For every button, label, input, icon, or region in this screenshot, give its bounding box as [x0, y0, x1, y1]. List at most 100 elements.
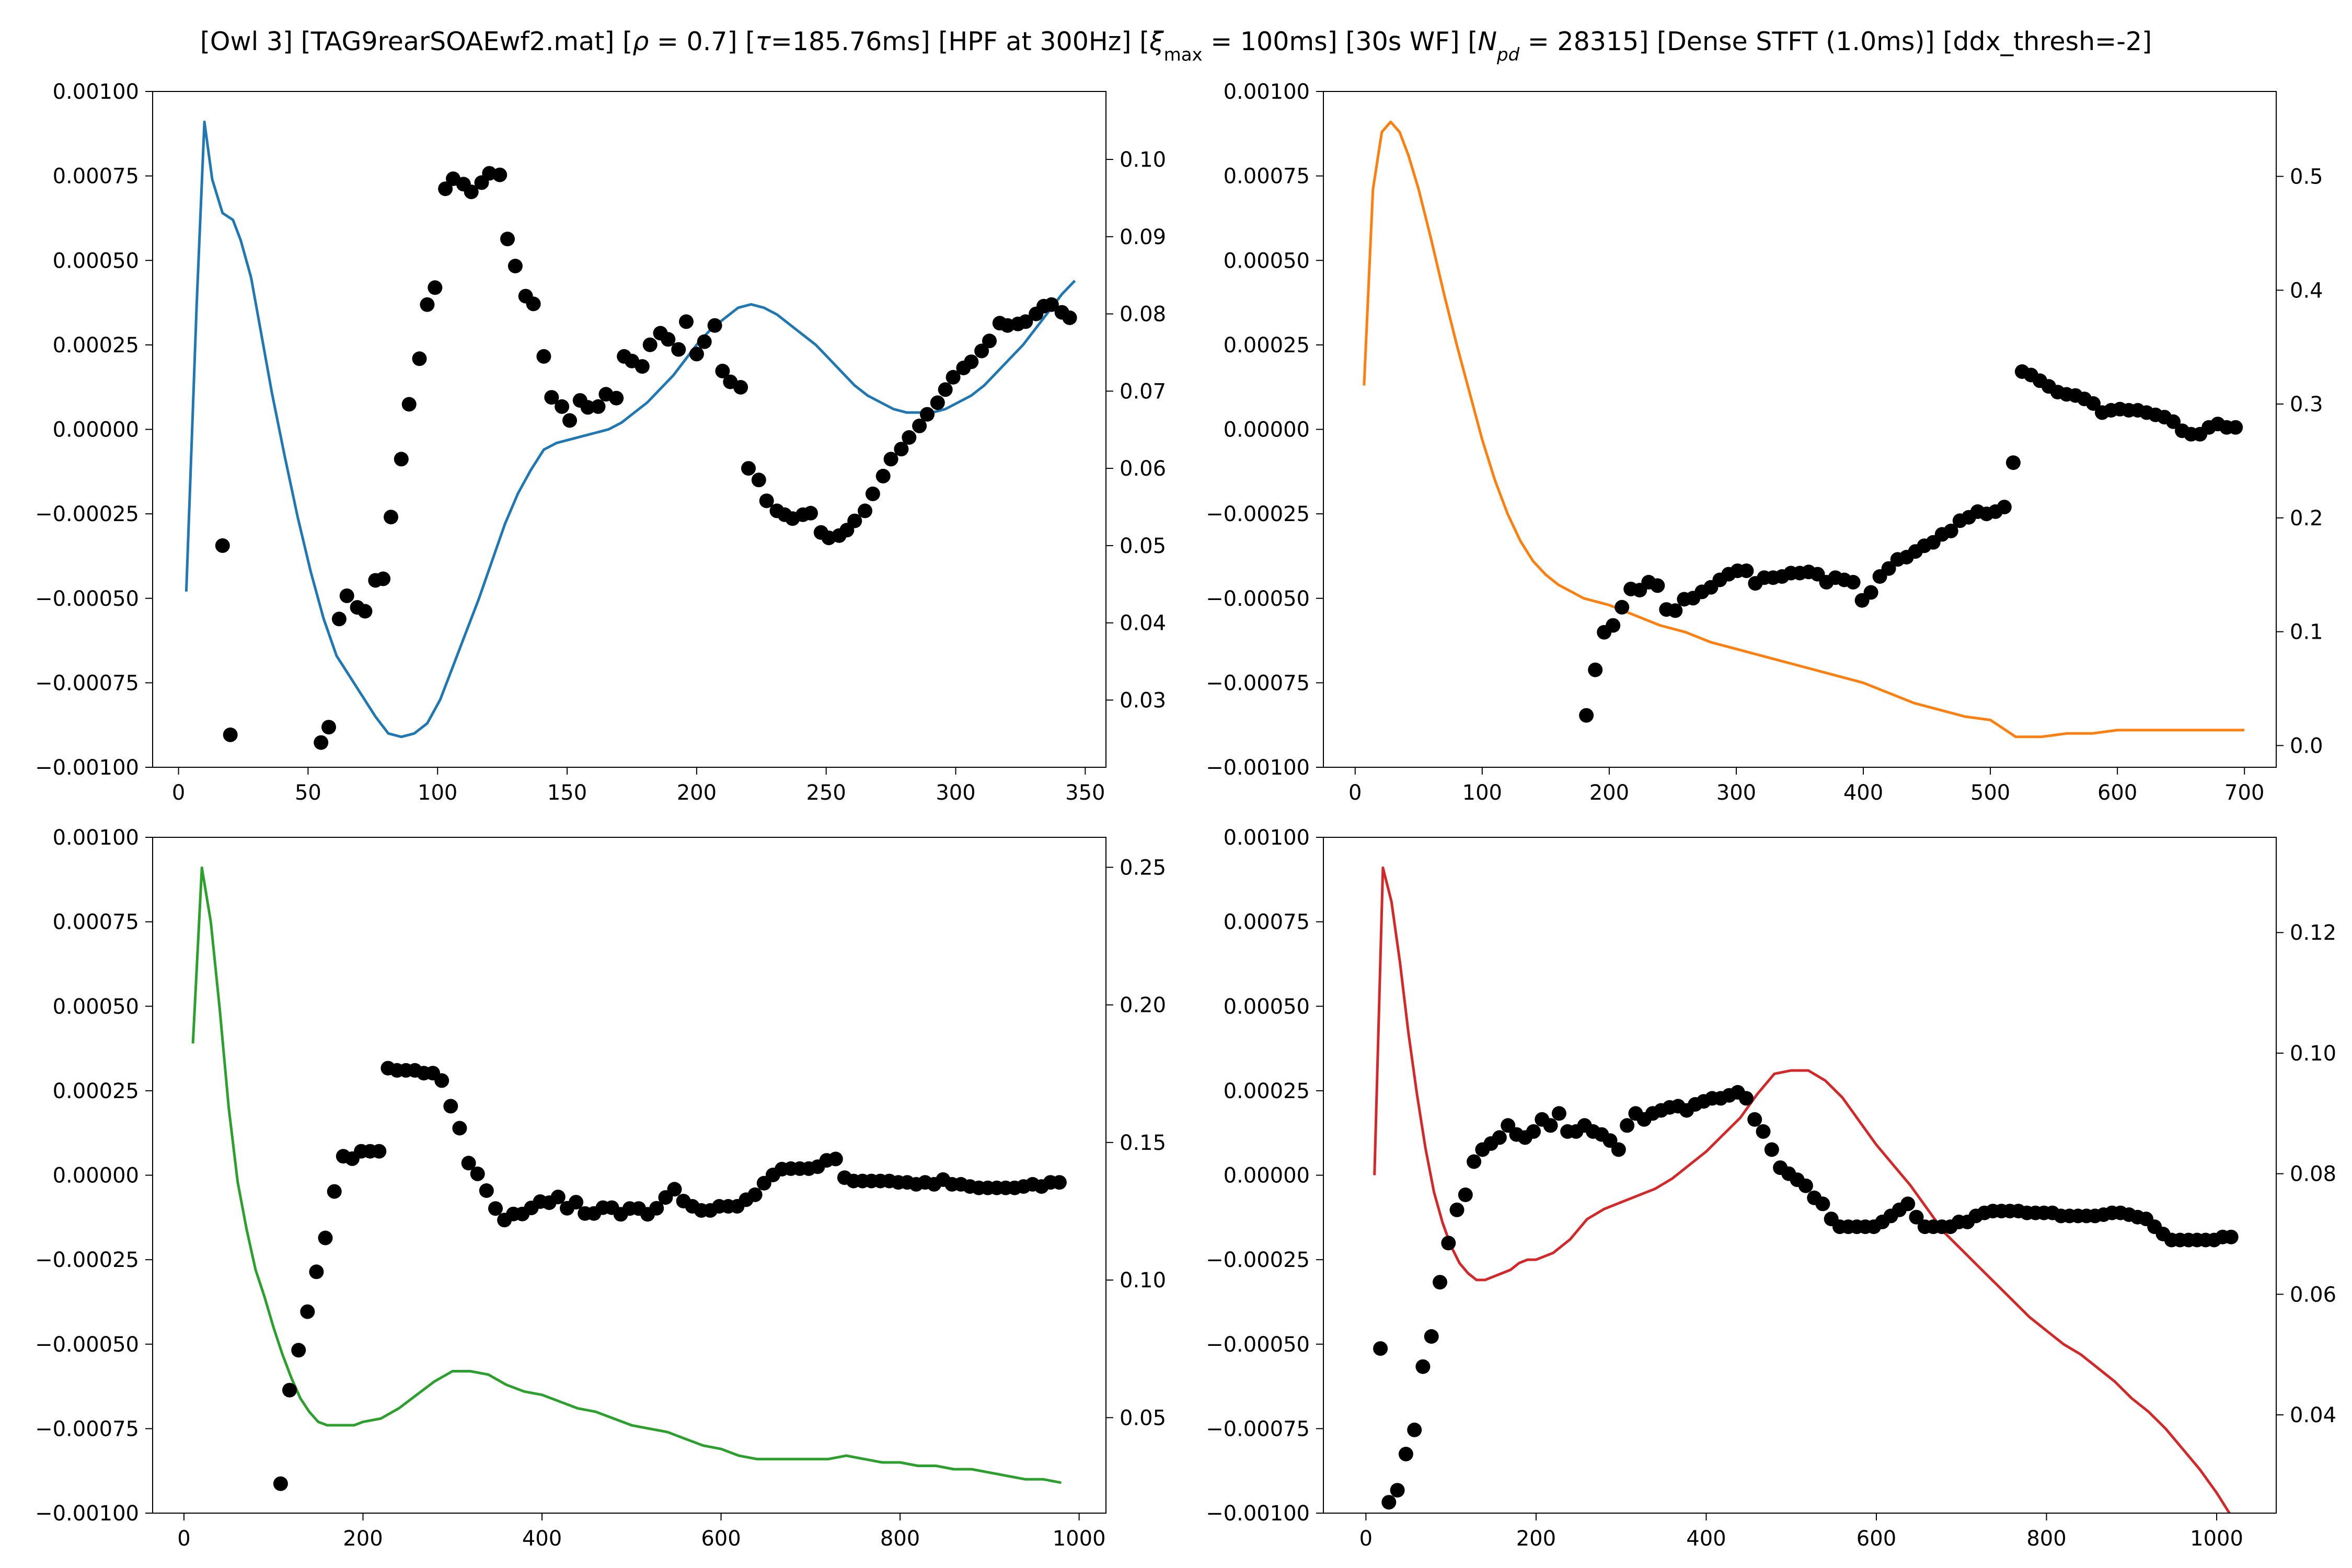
scatter-point — [679, 314, 694, 329]
y-tick-label: −0.00025 — [1206, 502, 1310, 526]
x-tick-label: 1000 — [2190, 1527, 2243, 1551]
scatter-point — [1909, 1209, 1924, 1225]
y-tick-label: 0.00025 — [53, 1079, 139, 1103]
scatter-point — [401, 397, 417, 412]
scatter-point — [847, 513, 862, 528]
scatter-point — [1373, 1341, 1388, 1356]
y-tick-label: −0.00100 — [1206, 1502, 1310, 1526]
y2-tick-label: 0.06 — [2290, 1283, 2336, 1307]
scatter-point — [1606, 618, 1621, 633]
scatter-point — [946, 370, 961, 385]
scatter-point — [1543, 1118, 1558, 1133]
y2-tick-label: 0.04 — [2290, 1403, 2336, 1427]
y-tick-label: −0.00050 — [1206, 587, 1310, 611]
y-tick-label: 0.00075 — [1224, 910, 1310, 935]
y-tick-label: 0.00000 — [1224, 418, 1310, 442]
scatter-point — [1018, 314, 1033, 329]
scatter-point — [697, 334, 712, 349]
y-tick-label: −0.00075 — [1206, 671, 1310, 695]
y-tick-label: 0.00025 — [53, 333, 139, 358]
scatter-point — [443, 1099, 458, 1114]
y2-tick-label: 0.09 — [1120, 225, 1166, 249]
x-tick-label: 150 — [547, 781, 587, 805]
scatter-point — [920, 407, 935, 422]
scatter-point — [372, 1144, 387, 1159]
scatter-point — [318, 1230, 333, 1246]
y-tick-label: 0.00050 — [1224, 249, 1310, 273]
scatter-point — [2166, 414, 2181, 429]
scatter-point — [1390, 1483, 1405, 1498]
y-tick-label: 0.00050 — [53, 249, 139, 273]
scatter-point — [1747, 1112, 1762, 1127]
scatter-point — [273, 1476, 288, 1491]
scatter-point — [964, 354, 979, 370]
scatter-point — [2223, 1229, 2239, 1244]
scatter-point — [327, 1184, 342, 1199]
x-tick-label: 600 — [1857, 1527, 1896, 1551]
scatter-point — [2005, 455, 2021, 470]
scatter-point — [1739, 1091, 1754, 1106]
x-tick-label: 200 — [1516, 1527, 1556, 1551]
scatter-point — [550, 1190, 566, 1205]
y-tick-label: 0.00075 — [53, 910, 139, 935]
scatter-point — [715, 363, 730, 378]
scatter-point — [544, 390, 559, 405]
x-tick-label: 0 — [1348, 781, 1362, 805]
x-tick-label: 0 — [172, 781, 185, 805]
scatter-point — [858, 503, 872, 518]
y2-tick-label: 0.10 — [2290, 1042, 2336, 1066]
y2-tick-label: 0.12 — [2290, 921, 2336, 945]
title-part: = 28315] [Dense STFT (1.0ms)] [ddx_thres… — [1519, 27, 2152, 56]
subplot-bottom-right: 0 200 400 600 800 1000 −0.00100 −0.00075 −0.0005… — [1206, 826, 2336, 1551]
scatter-point — [1997, 500, 2012, 515]
scatter-point — [321, 720, 336, 735]
title-part: = 0.7] [ — [649, 27, 755, 56]
scatter-point — [2086, 396, 2101, 411]
scatter-point — [470, 1166, 485, 1181]
y-tick-label: −0.00050 — [1206, 1333, 1310, 1357]
scatter-point — [865, 486, 880, 501]
scatter-point — [1062, 310, 1077, 325]
title-part: τ — [755, 27, 771, 56]
y-tick-label: −0.00025 — [1206, 1248, 1310, 1272]
y-tick-label: −0.00075 — [35, 1417, 139, 1441]
x-tick-label: 300 — [936, 781, 975, 805]
scatter-point — [649, 1201, 664, 1216]
x-tick-label: 600 — [701, 1527, 741, 1551]
x-tick-label: 200 — [1589, 781, 1629, 805]
subplot-bottom-left: 0 200 400 600 800 1000 −0.00100 −0.00075 −0.0005… — [35, 826, 1166, 1551]
y2-tick-label: 0.08 — [1120, 303, 1166, 327]
scatter-point — [1492, 1130, 1507, 1145]
figure-title: [Owl 3] [TAG9rearSOAEwf2.mat] [ρ = 0.7] … — [200, 27, 2152, 65]
y-tick-label: 0.00100 — [1224, 826, 1310, 850]
y-tick-label: 0.00100 — [1224, 80, 1310, 104]
y2-tick-label: 0.10 — [1120, 1269, 1166, 1293]
scatter-series — [1579, 364, 2243, 723]
x-tick-label: 200 — [343, 1527, 383, 1551]
scatter-point — [376, 571, 391, 586]
scatter-point — [1579, 708, 1594, 723]
scatter-point — [1458, 1187, 1473, 1202]
scatter-point — [1415, 1359, 1431, 1374]
y-tick-label: −0.00100 — [35, 756, 139, 780]
scatter-point — [875, 468, 891, 483]
scatter-point — [223, 727, 238, 742]
y2-tick-label: 0.0 — [2290, 734, 2323, 758]
x-tick-label: 350 — [1065, 781, 1105, 805]
scatter-point — [1449, 1202, 1465, 1217]
y-tick-label: −0.00075 — [1206, 1417, 1310, 1441]
scatter-point — [667, 1182, 682, 1197]
scatter-point — [394, 452, 409, 467]
scatter-point — [384, 510, 398, 525]
scatter-series — [1373, 1085, 2239, 1510]
scatter-point — [452, 1121, 467, 1136]
series-line — [191, 866, 1062, 1484]
y-tick-label: 0.00100 — [53, 80, 139, 104]
x-tick-label: 100 — [418, 781, 457, 805]
scatter-point — [420, 297, 435, 312]
y-tick-label: −0.00075 — [35, 671, 139, 695]
y-tick-label: −0.00100 — [1206, 756, 1310, 780]
subplot-top-right: 0 100 200 300 400 500 600 700 −0.00100 −0.00075 −0… — [1206, 80, 2323, 805]
scatter-point — [569, 1195, 584, 1210]
scatter-point — [461, 1156, 476, 1171]
